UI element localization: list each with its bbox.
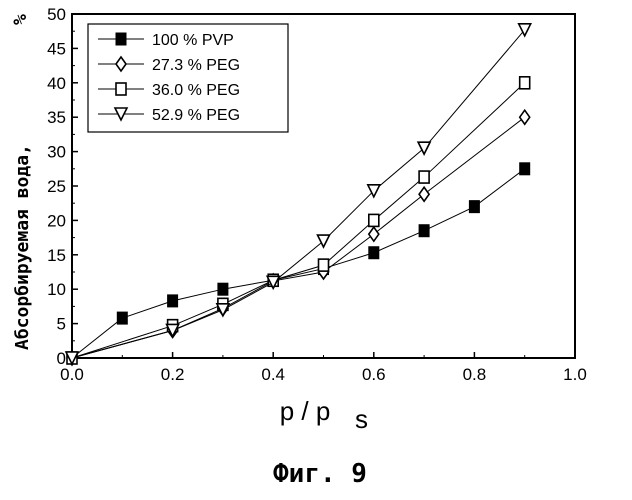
figure-caption: Фиг. 9 xyxy=(273,459,367,489)
data-point xyxy=(419,187,429,201)
data-point xyxy=(520,163,530,175)
legend-marker xyxy=(116,33,126,45)
y-tick-label: 50 xyxy=(47,5,66,24)
data-point xyxy=(319,259,329,271)
y-tick-label: 45 xyxy=(47,39,66,58)
x-axis-label-subscript: s xyxy=(355,404,368,434)
legend: 100 % PVP 27.3 % PEG 36.0 % PEG 52.9 % PEG xyxy=(88,24,288,132)
series-2 xyxy=(67,110,530,365)
data-point xyxy=(419,171,429,183)
x-tick-label: 0.8 xyxy=(463,365,487,384)
legend-label: 27.3 % PEG xyxy=(152,57,240,74)
data-point xyxy=(469,201,479,213)
series-line xyxy=(72,169,525,358)
series-1 xyxy=(67,163,530,364)
data-point xyxy=(369,214,379,226)
y-tick-label: 20 xyxy=(47,211,66,230)
y-tick-label: 30 xyxy=(47,143,66,162)
x-tick-label: 0.2 xyxy=(161,365,185,384)
y-axis-unit: % xyxy=(10,14,31,25)
y-axis-label: Абсорбируемая вода, xyxy=(12,144,33,350)
legend-label: 52.9 % PEG xyxy=(152,107,240,124)
y-tick-label: 15 xyxy=(47,246,66,265)
data-point xyxy=(117,312,127,324)
x-tick-label: 0.4 xyxy=(261,365,285,384)
series-line xyxy=(72,117,525,358)
y-tick-label: 5 xyxy=(57,315,66,334)
legend-label: 36.0 % PEG xyxy=(152,82,240,99)
data-point xyxy=(218,283,228,295)
data-point xyxy=(369,227,379,241)
data-point xyxy=(419,225,429,237)
y-tick-label: 0 xyxy=(57,349,66,368)
x-tick-label: 0.6 xyxy=(362,365,386,384)
data-point xyxy=(369,247,379,259)
legend-label: 100 % PVP xyxy=(152,32,234,49)
y-tick-label: 40 xyxy=(47,74,66,93)
data-point xyxy=(520,77,530,89)
x-tick-label: 1.0 xyxy=(563,365,587,384)
y-tick-label: 25 xyxy=(47,177,66,196)
x-axis-label: p / p xyxy=(280,396,331,426)
data-point xyxy=(520,110,530,124)
legend-marker xyxy=(116,83,126,95)
data-point xyxy=(318,235,330,247)
data-point xyxy=(168,295,178,307)
y-tick-label: 35 xyxy=(47,108,66,127)
y-tick-label: 10 xyxy=(47,280,66,299)
